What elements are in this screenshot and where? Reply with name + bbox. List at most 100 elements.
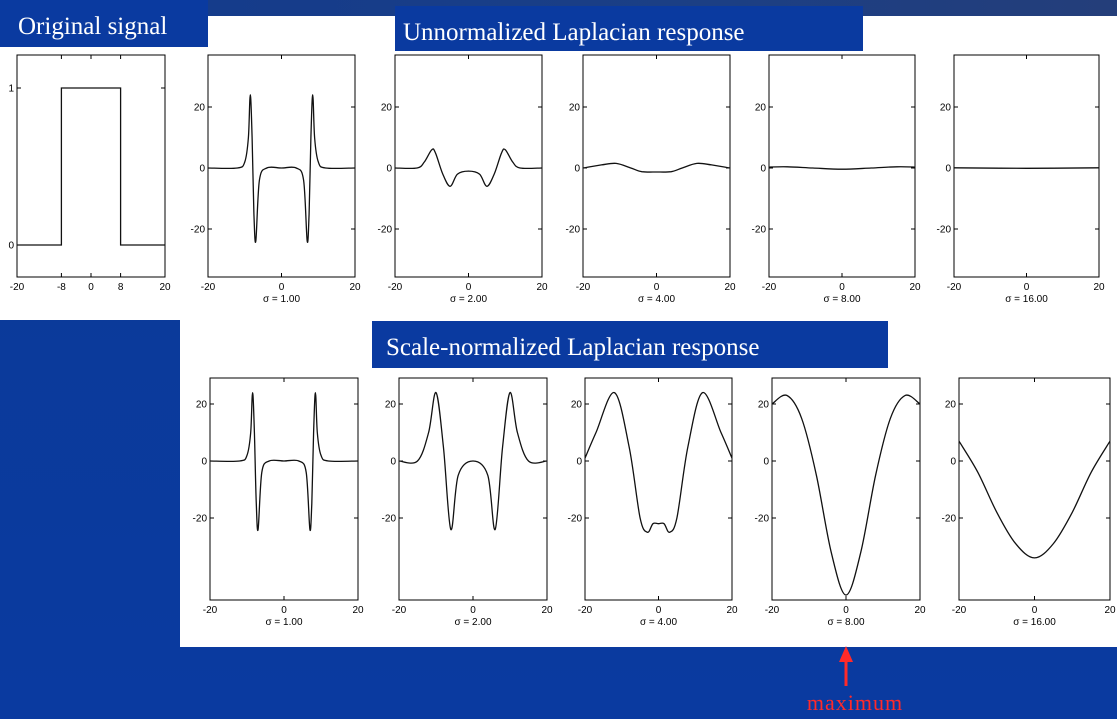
chart-4-ytick-label-2: 20 [755,103,767,114]
original-panel-tab [50,300,138,320]
chart-9-ytick-label-2: 20 [758,400,770,411]
chart-9-ytick-label-1: 0 [763,457,769,468]
chart-8-ytick-label-1: 0 [576,457,582,468]
chart-0-ytick-label-1: 1 [8,84,14,95]
chart-10-xtick-label-0: -20 [952,605,967,616]
chart-4-series-line [768,166,916,170]
chart-2-ytick-label-0: -20 [378,225,393,236]
chart-8-series-line [584,391,733,533]
chart-5-ytick-label-0: -20 [937,225,952,236]
chart-10-xtick-label-2: 20 [1104,605,1116,616]
chart-7-xtick-label-1: 0 [470,605,476,616]
chart-8-ytick-label-0: -20 [568,514,583,525]
unnormalized-title: Unnormalized Laplacian response [395,6,863,51]
chart-9-xlabel: σ = 8.00 [827,617,864,628]
chart-6-xtick-label-1: 0 [281,605,287,616]
chart-6-series-line [209,391,359,532]
chart-0-xtick-label-2: 0 [88,282,94,293]
chart-6-xlabel: σ = 1.00 [265,617,302,628]
chart-3-xtick-label-1: 0 [654,282,660,293]
chart-5-xtick-label-1: 0 [1024,282,1030,293]
chart-10-ytick-label-1: 0 [950,457,956,468]
chart-8-xtick-label-1: 0 [656,605,662,616]
chart-9-ytick-label-0: -20 [755,514,770,525]
chart-4-xtick-label-2: 20 [909,282,921,293]
chart-6-ytick-label-0: -20 [193,514,208,525]
chart-8-frame [584,377,733,601]
chart-0-xtick-label-4: 20 [159,282,171,293]
chart-3-ytick-label-0: -20 [566,225,581,236]
chart-1-frame [207,54,356,278]
chart-7-ytick-label-2: 20 [385,400,397,411]
chart-2-frame [394,54,543,278]
original-panel-bg [0,47,180,320]
chart-10-series-line [958,440,1111,559]
chart-2-xtick-label-0: -20 [388,282,403,293]
chart-5-ytick-label-1: 0 [945,164,951,175]
original-signal-title: Original signal [0,0,208,47]
chart-3-series-line [582,162,731,173]
chart-7-xtick-label-0: -20 [392,605,407,616]
maximum-arrow-head [839,646,853,662]
chart-8-xtick-label-2: 20 [726,605,738,616]
chart-10-ytick-label-0: -20 [942,514,957,525]
chart-8-xtick-label-0: -20 [578,605,593,616]
chart-2-xtick-label-2: 20 [536,282,548,293]
chart-3-xlabel: σ = 4.00 [638,294,675,305]
chart-7-ytick-label-0: -20 [382,514,397,525]
chart-3-xtick-label-0: -20 [576,282,591,293]
chart-0-xtick-label-1: -8 [57,282,66,293]
chart-4-xlabel: σ = 8.00 [823,294,860,305]
chart-6-frame [209,377,359,601]
chart-7-frame [398,377,548,601]
chart-2-ytick-label-1: 0 [386,164,392,175]
chart-1-ytick-label-1: 0 [199,164,205,175]
chart-5-ytick-label-2: 20 [940,103,952,114]
chart-0-xtick-label-0: -20 [10,282,25,293]
chart-7-series-line [398,391,548,531]
chart-3-ytick-label-2: 20 [569,103,581,114]
chart-10-frame [958,377,1111,601]
chart-5-xtick-label-2: 20 [1093,282,1105,293]
chart-7-xlabel: σ = 2.00 [454,617,491,628]
chart-1-xtick-label-1: 0 [279,282,285,293]
chart-6-xtick-label-2: 20 [352,605,364,616]
chart-0-ytick-label-0: 0 [8,241,14,252]
normalized-title: Scale-normalized Laplacian response [372,321,888,368]
chart-9-xtick-label-1: 0 [843,605,849,616]
maximum-label: maximum [806,690,904,715]
chart-3-ytick-label-1: 0 [574,164,580,175]
chart-7-xtick-label-2: 20 [541,605,553,616]
chart-2-ytick-label-2: 20 [381,103,393,114]
chart-6-ytick-label-1: 0 [201,457,207,468]
chart-9-series-line [771,394,921,596]
chart-9-frame [771,377,921,601]
chart-9-xtick-label-0: -20 [765,605,780,616]
chart-2-xtick-label-1: 0 [466,282,472,293]
chart-0-xtick-label-3: 8 [118,282,124,293]
chart-0-series-line [17,87,165,246]
chart-10-ytick-label-2: 20 [945,400,957,411]
chart-1-ytick-label-0: -20 [191,225,206,236]
chart-6-xtick-label-0: -20 [203,605,218,616]
chart-2-series-line [394,148,543,187]
chart-9-xtick-label-2: 20 [914,605,926,616]
chart-2-xlabel: σ = 2.00 [450,294,487,305]
chart-3-frame [582,54,731,278]
chart-1-xtick-label-2: 20 [349,282,361,293]
chart-3-xtick-label-2: 20 [724,282,736,293]
chart-10-xlabel: σ = 16.00 [1013,617,1056,628]
chart-4-ytick-label-1: 0 [760,164,766,175]
chart-1-xlabel: σ = 1.00 [263,294,300,305]
chart-5-xtick-label-0: -20 [947,282,962,293]
chart-10-xtick-label-1: 0 [1032,605,1038,616]
chart-8-xlabel: σ = 4.00 [640,617,677,628]
chart-5-frame [953,54,1100,278]
chart-1-xtick-label-0: -20 [201,282,216,293]
chart-6-ytick-label-2: 20 [196,400,208,411]
chart-7-ytick-label-1: 0 [390,457,396,468]
chart-4-frame [768,54,916,278]
chart-4-ytick-label-0: -20 [752,225,767,236]
chart-1-ytick-label-2: 20 [194,103,206,114]
